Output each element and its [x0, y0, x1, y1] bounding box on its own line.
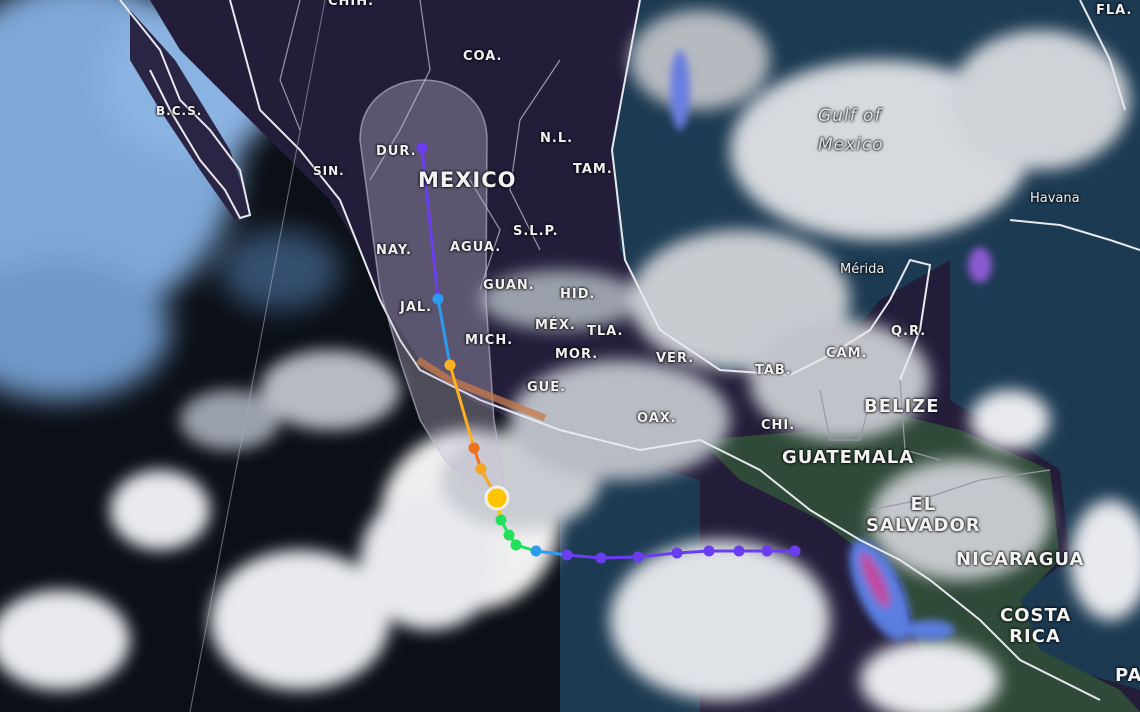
track-point[interactable] [703, 545, 715, 557]
label-chih: CHIH. [328, 0, 375, 9]
track-point[interactable] [761, 545, 773, 557]
label-gue: GUE. [527, 380, 567, 395]
label-qr: Q.R. [891, 324, 927, 339]
label-nicaragua: NICARAGUA [956, 549, 1085, 570]
label-sin: SIN. [313, 164, 345, 178]
label-tla: TLA. [587, 324, 624, 339]
track-point[interactable] [671, 547, 683, 559]
label-gulf-mexico: Mexico [818, 135, 884, 155]
label-mich: MICH. [465, 333, 514, 348]
track-point[interactable] [632, 551, 644, 563]
track-point[interactable] [789, 545, 801, 557]
current-storm-position[interactable] [484, 485, 510, 511]
label-slp: S.L.P. [513, 224, 559, 239]
track-segment [637, 551, 678, 559]
label-ver: VER. [656, 351, 695, 366]
coastlines [119, 0, 1140, 701]
track-point[interactable] [503, 529, 515, 541]
satellite-seam [189, 0, 326, 712]
label-merida: Mérida [840, 262, 885, 277]
label-coa: COA. [463, 49, 503, 64]
track-segment [566, 553, 602, 560]
label-nl: N.L. [540, 131, 574, 146]
label-guatemala: GUATEMALA [782, 447, 915, 468]
label-chi: CHI. [761, 418, 796, 433]
track-point[interactable] [495, 514, 507, 526]
label-mex: MÉX. [535, 318, 576, 333]
label-guan: GUAN. [483, 278, 535, 293]
label-agua: AGUA. [450, 240, 502, 255]
label-tam: TAM. [573, 162, 613, 177]
radar-rain [670, 50, 992, 641]
label-havana: Havana [1030, 191, 1080, 206]
track-segment [600, 555, 639, 560]
track-point[interactable] [510, 539, 522, 551]
label-nay: NAY. [376, 243, 412, 258]
label-dur: DUR. [376, 144, 417, 159]
label-cam: CAM. [826, 346, 868, 361]
track-point[interactable] [468, 442, 480, 454]
track-point[interactable] [595, 552, 607, 564]
track-point[interactable] [561, 549, 573, 561]
track-point[interactable] [444, 359, 456, 371]
label-el: EL SALVADOR [866, 494, 981, 536]
label-mor: MOR. [555, 347, 599, 362]
label-costa-rica: COSTA RICA [1000, 605, 1072, 647]
label-jal: JAL. [400, 300, 433, 315]
label-tab: TAB. [755, 363, 792, 378]
label-oax: OAX. [637, 411, 677, 426]
coastal-warning [416, 357, 547, 422]
label-bcs: B.C.S. [156, 104, 203, 118]
track-segment [420, 147, 440, 300]
track-point[interactable] [733, 545, 745, 557]
track-point[interactable] [416, 142, 428, 154]
label-gulf-of: Gulf of [818, 106, 882, 126]
label-belize: BELIZE [864, 396, 940, 417]
track-point[interactable] [530, 545, 542, 557]
track-point[interactable] [475, 463, 487, 475]
label-fla: FLA. [1096, 3, 1133, 18]
state-borders [279, 0, 1051, 511]
track-segment [448, 364, 476, 449]
track-segment [436, 298, 452, 366]
track-point[interactable] [432, 293, 444, 305]
storm-track [416, 142, 801, 564]
label-panama: PA [1115, 665, 1140, 686]
cloud-cover [0, 10, 1140, 712]
label-mexico: MEXICO [418, 168, 517, 192]
label-hid: HID. [560, 287, 596, 302]
baja-peninsula [130, 10, 250, 220]
